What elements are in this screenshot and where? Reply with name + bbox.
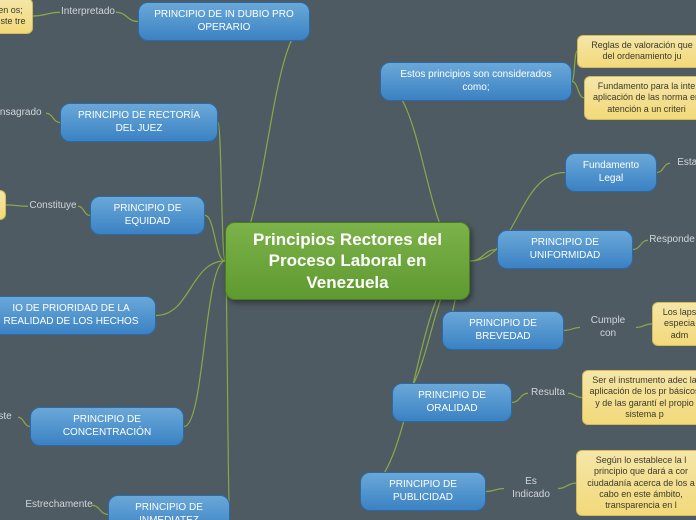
center-node[interactable]: Principios Rectores del Proceso Laboral … — [225, 222, 470, 300]
node-t3[interactable]: Constituye — [28, 198, 78, 215]
node-n4[interactable]: IO DE PRIORIDAD DE LA REALIDAD DE LOS HE… — [0, 296, 156, 335]
node-d7b-label: Fundamento para la inte aplicación de la… — [591, 81, 696, 115]
node-n4-label: IO DE PRIORIDAD DE LA REALIDAD DE LOS HE… — [0, 303, 145, 328]
node-n8-label: Fundamento Legal — [576, 160, 646, 185]
node-t6-label: Estrechamente — [25, 499, 92, 512]
node-n12-label: PRINCIPIO DE PUBLICIDAD — [371, 479, 475, 504]
node-d3[interactable] — [0, 190, 6, 220]
node-n1[interactable]: PRINCIPIO DE IN DUBIO PRO OPERARIO — [138, 2, 310, 41]
node-n9[interactable]: PRINCIPIO DE UNIFORMIDAD — [497, 230, 633, 269]
node-t6[interactable]: Estrechamente — [26, 497, 92, 514]
node-t12-label: Es Indicado — [508, 476, 554, 501]
node-n6[interactable]: PRINCIPIO DE INMEDIATEZ — [108, 495, 230, 520]
node-t3-label: Constituye — [29, 200, 76, 213]
node-t10-label: Cumple con — [584, 315, 632, 340]
node-d1[interactable]: en os; este tre — [0, 0, 33, 34]
node-n5-label: PRINCIPIO DE CONCENTRACIÓN — [41, 414, 173, 439]
node-t12[interactable]: Es Indicado — [504, 474, 558, 503]
node-n11-label: PRINCIPIO DE ORALIDAD — [403, 390, 501, 415]
node-t2[interactable]: onsagrado — [0, 105, 46, 122]
node-t8[interactable]: Estab — [670, 155, 696, 172]
node-t9-label: Responde — [649, 234, 695, 247]
node-n2-label: PRINCIPIO DE RECTORÍA DEL JUEZ — [71, 110, 207, 135]
node-t10[interactable]: Cumple con — [580, 313, 636, 342]
node-n5[interactable]: PRINCIPIO DE CONCENTRACIÓN — [30, 407, 184, 446]
node-n11[interactable]: PRINCIPIO DE ORALIDAD — [392, 383, 512, 422]
node-n6-label: PRINCIPIO DE INMEDIATEZ — [119, 502, 219, 520]
node-n3-label: PRINCIPIO DE EQUIDAD — [101, 203, 194, 228]
node-d10[interactable]: Los laps especia adm — [652, 302, 696, 346]
node-t11-label: Resulta — [531, 387, 565, 400]
node-n8[interactable]: Fundamento Legal — [565, 153, 657, 192]
node-d7a[interactable]: Reglas de valoración que del ordenamient… — [577, 35, 696, 68]
node-d1-label: en os; este tre — [0, 5, 26, 28]
node-d7a-label: Reglas de valoración que del ordenamient… — [584, 40, 696, 63]
node-d11[interactable]: Ser el instrumento adec la aplicación de… — [582, 370, 696, 425]
node-d7b[interactable]: Fundamento para la inte aplicación de la… — [584, 76, 696, 120]
node-n10[interactable]: PRINCIPIO DE BREVEDAD — [442, 311, 564, 350]
node-t2-label: onsagrado — [0, 107, 42, 120]
node-d12[interactable]: Según lo establece la l principio que da… — [576, 450, 696, 516]
node-d11-label: Ser el instrumento adec la aplicación de… — [589, 375, 696, 420]
node-n1-label: PRINCIPIO DE IN DUBIO PRO OPERARIO — [149, 9, 299, 34]
node-t1[interactable]: Interpretado — [60, 4, 116, 21]
mindmap-canvas: Principios Rectores del Proceso Laboral … — [0, 0, 696, 520]
node-t1-label: Interpretado — [61, 6, 115, 19]
node-t5[interactable]: ste — [0, 409, 18, 426]
node-n9-label: PRINCIPIO DE UNIFORMIDAD — [508, 237, 622, 262]
node-n10-label: PRINCIPIO DE BREVEDAD — [453, 318, 553, 343]
node-n12[interactable]: PRINCIPIO DE PUBLICIDAD — [360, 472, 486, 511]
node-d10-label: Los laps especia adm — [659, 307, 696, 341]
center-node-label: Principios Rectores del Proceso Laboral … — [236, 229, 459, 293]
node-n7[interactable]: Estos principios son considerados como; — [380, 62, 572, 101]
node-n3[interactable]: PRINCIPIO DE EQUIDAD — [90, 196, 205, 235]
node-t9[interactable]: Responde — [648, 232, 696, 249]
node-t5-label: ste — [0, 411, 12, 424]
node-n7-label: Estos principios son considerados como; — [391, 69, 561, 94]
node-d12-label: Según lo establece la l principio que da… — [583, 455, 696, 511]
node-t8-label: Estab — [677, 157, 696, 170]
node-t11[interactable]: Resulta — [528, 385, 568, 402]
node-n2[interactable]: PRINCIPIO DE RECTORÍA DEL JUEZ — [60, 103, 218, 142]
